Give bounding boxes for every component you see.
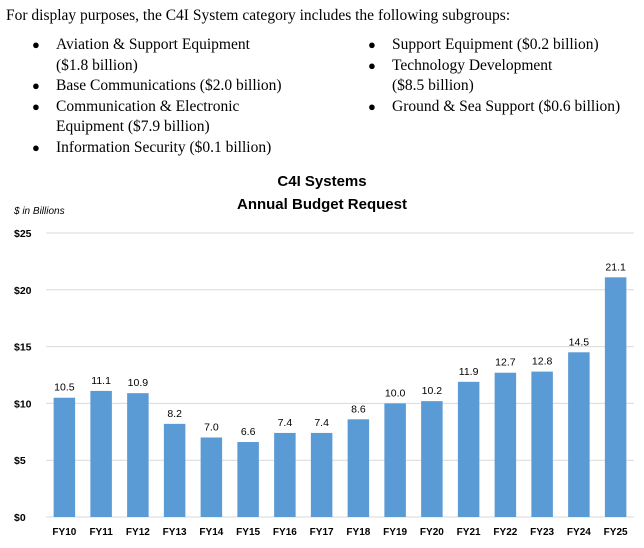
bar-value-label: 11.1 xyxy=(91,375,111,387)
list-item: ● Information Security ($0.1 billion) xyxy=(32,138,332,159)
bar-value-label: 10.2 xyxy=(422,385,443,397)
x-tick-label: FY23 xyxy=(530,527,554,538)
bar-value-label: 6.6 xyxy=(241,426,256,438)
bar-value-label: 12.8 xyxy=(532,356,553,368)
bullet-icon: ● xyxy=(368,98,376,114)
x-tick-label: FY15 xyxy=(236,527,260,538)
list-item: ● Base Communications ($2.0 billion) xyxy=(32,76,332,97)
list-item-label: Information Security ($0.1 billion) xyxy=(56,138,272,156)
x-tick-label: FY13 xyxy=(163,527,187,538)
intro-text: For display purposes, the C4I System cat… xyxy=(6,7,511,24)
subgroup-list-right: ● Support Equipment ($0.2 billion) ● Tec… xyxy=(368,35,638,117)
bar xyxy=(568,352,590,517)
x-tick-label: FY11 xyxy=(89,527,113,538)
bar-value-label: 7.4 xyxy=(314,417,329,429)
bar xyxy=(347,419,370,517)
list-item-amount: Equipment ($7.9 billion) xyxy=(56,118,210,135)
bar xyxy=(384,403,406,517)
bar xyxy=(127,393,149,517)
list-item-label: Support Equipment ($0.2 billion) xyxy=(392,36,599,53)
x-tick-label: FY25 xyxy=(604,527,628,538)
bar xyxy=(90,390,112,517)
chart-title-line2: Annual Budget Request xyxy=(236,196,407,213)
bullet-icon: ● xyxy=(32,98,40,114)
bar xyxy=(310,432,333,517)
list-item: ● Aviation & Support Equipment ($1.8 bil… xyxy=(32,35,332,76)
list-item: ● Communication & Electronic Equipment (… xyxy=(32,97,332,138)
y-tick-label: $10 xyxy=(14,398,32,410)
bar xyxy=(494,372,517,517)
bar-value-label: 10.9 xyxy=(128,377,149,389)
bar xyxy=(604,277,627,517)
bullet-icon: ● xyxy=(368,37,376,52)
list-item: ● Support Equipment ($0.2 billion) xyxy=(368,35,638,56)
bar-chart: C4I Systems Annual Budget Request $ in B… xyxy=(0,168,644,548)
bar xyxy=(200,437,223,517)
chart-plot: $0 $5 $10 $15 $20 $25 10.5 FY10 11.1 FY11 10.9 FY12… xyxy=(14,228,634,538)
list-item: ● Technology Development ($8.5 billion) xyxy=(368,56,638,97)
x-tick-label: FY22 xyxy=(493,527,517,538)
y-tick-label: $15 xyxy=(14,342,32,354)
x-tick-label: FY18 xyxy=(346,527,370,538)
list-item-label: Ground & Sea Support ($0.6 billion) xyxy=(392,97,621,115)
x-tick-label: FY12 xyxy=(126,527,150,538)
subgroup-list-left: ● Aviation & Support Equipment ($1.8 bil… xyxy=(32,35,332,158)
list-item-label: Communication & Electronic xyxy=(56,97,240,115)
x-tick-label: FY19 xyxy=(383,527,407,538)
bar-value-label: 10.0 xyxy=(385,387,406,399)
bar xyxy=(531,371,553,517)
y-tick-label: $20 xyxy=(14,285,32,297)
list-item-label: Aviation & Support Equipment xyxy=(56,36,250,53)
y-tick-label: $0 xyxy=(14,512,26,524)
x-tick-label: FY21 xyxy=(457,527,481,538)
bar-value-label: 10.5 xyxy=(54,382,75,394)
list-item: ● Ground & Sea Support ($0.6 billion) xyxy=(368,97,638,118)
list-item-label: Base Communications ($2.0 billion) xyxy=(56,77,282,94)
bar-value-label: 11.9 xyxy=(459,366,479,378)
bar-value-label: 14.5 xyxy=(569,336,590,348)
x-tick-label: FY17 xyxy=(310,527,334,538)
list-item-amount: ($8.5 billion) xyxy=(392,77,474,94)
list-item-amount: ($1.8 billion) xyxy=(56,56,138,74)
chart-title-line1: C4I Systems xyxy=(277,173,367,190)
x-tick-label: FY14 xyxy=(199,527,223,538)
bar xyxy=(53,397,76,517)
bullet-icon: ● xyxy=(368,57,376,73)
bar xyxy=(237,442,259,517)
y-tick-label: $25 xyxy=(14,228,32,240)
x-tick-label: FY20 xyxy=(420,527,444,538)
intro-block: For display purposes, the C4I System cat… xyxy=(6,7,636,156)
bar-value-label: 7.0 xyxy=(204,421,219,433)
bar xyxy=(457,381,480,517)
bullet-icon: ● xyxy=(32,78,40,93)
y-axis-unit-label: $ in Billions xyxy=(14,206,65,217)
bar-value-label: 21.1 xyxy=(605,261,626,273)
bullet-icon: ● xyxy=(32,37,40,52)
x-tick-label: FY16 xyxy=(273,527,297,538)
y-tick-label: $5 xyxy=(14,455,26,467)
bar xyxy=(274,432,296,517)
bullet-icon: ● xyxy=(32,139,40,155)
x-tick-label: FY10 xyxy=(52,527,76,538)
list-item-label: Technology Development xyxy=(392,56,553,74)
bar-value-label: 7.4 xyxy=(278,417,293,429)
bar-value-label: 8.6 xyxy=(351,403,366,415)
bar-value-label: 8.2 xyxy=(167,408,182,420)
bar xyxy=(163,423,186,517)
bar xyxy=(421,401,443,517)
x-tick-label: FY24 xyxy=(567,527,591,538)
bar-value-label: 12.7 xyxy=(495,357,516,369)
